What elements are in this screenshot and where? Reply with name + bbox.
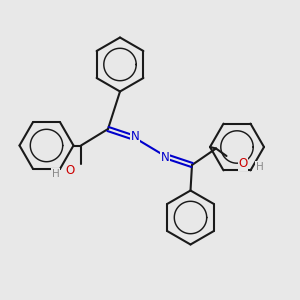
Text: N: N (160, 151, 169, 164)
Text: H: H (256, 161, 263, 172)
Text: O: O (66, 164, 75, 178)
Text: O: O (238, 157, 247, 170)
Text: N: N (130, 130, 140, 143)
Text: H: H (52, 169, 59, 179)
